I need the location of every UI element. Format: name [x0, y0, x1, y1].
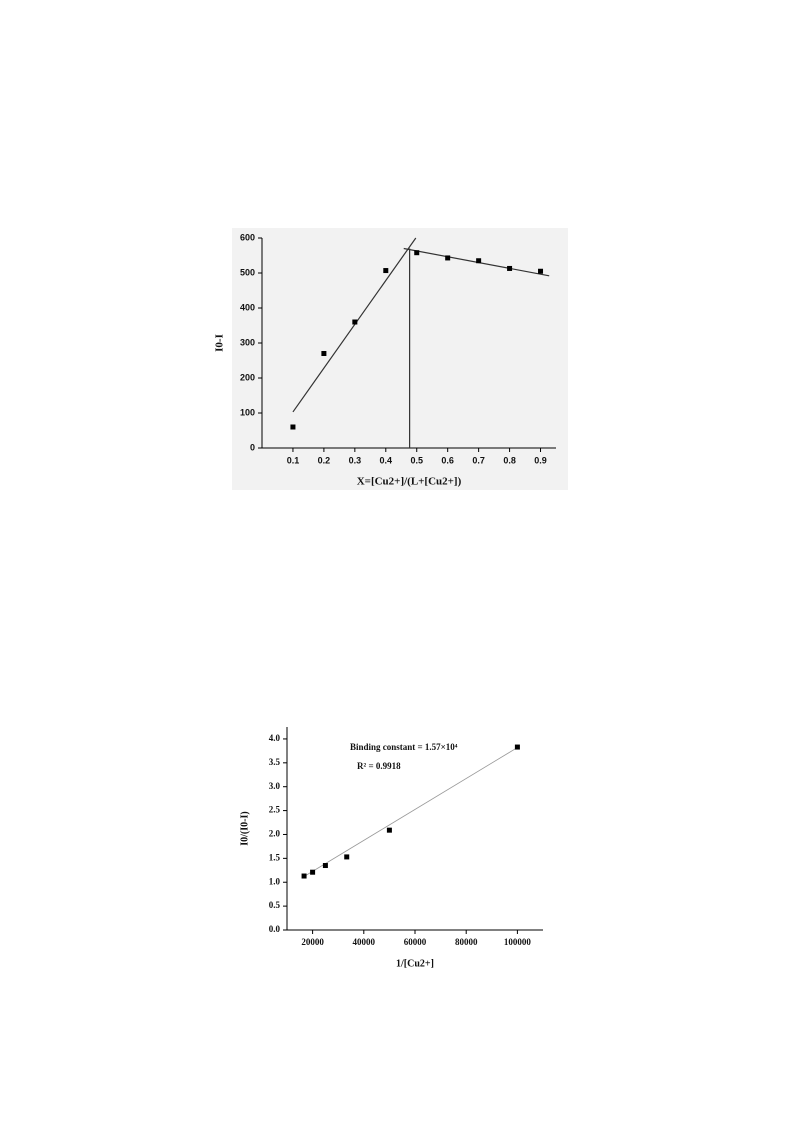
- x-tick-label: 80000: [455, 937, 478, 947]
- x-tick-label: 0.9: [534, 455, 547, 465]
- x-tick-label: 100000: [504, 937, 532, 947]
- y-tick-label: 0.5: [269, 900, 281, 910]
- y-tick-label: 2.5: [269, 805, 281, 815]
- y-tick-label: 500: [240, 267, 255, 277]
- binding-plot: 0.0 0.5 1.0 1.5 2.0 2.5 3.0 3.5 4.0 20000 40000 600…: [239, 727, 543, 969]
- y-tick-label: 1.0: [269, 876, 281, 886]
- annotation: Binding constant = 1.57×10⁴: [350, 742, 458, 752]
- x-tick-label: 0.7: [472, 455, 485, 465]
- y-tick-label: 2.0: [269, 829, 281, 839]
- point: [322, 863, 328, 869]
- y-tick-label: 4.0: [269, 733, 281, 743]
- y-tick-label: 1.5: [269, 852, 281, 862]
- y-tick-label: 400: [240, 302, 255, 312]
- point: [383, 268, 389, 274]
- x-tick-label: 0.6: [441, 455, 454, 465]
- y-axis-label: I0-I: [214, 334, 226, 352]
- y-tick-label: 3.0: [269, 781, 281, 791]
- x-tick-label: 0.2: [318, 455, 331, 465]
- chart-background: [232, 228, 568, 490]
- point: [476, 258, 482, 264]
- point: [344, 854, 350, 860]
- point: [445, 255, 451, 261]
- y-tick-label: 600: [240, 232, 255, 242]
- y-tick-label: 0.0: [269, 924, 281, 934]
- y-tick-label: 3.5: [269, 757, 281, 767]
- point: [301, 873, 307, 879]
- x-axis-label: 1/[Cu2+]: [396, 958, 434, 969]
- y-tick-label: 200: [240, 372, 255, 382]
- x-tick-label: 60000: [404, 937, 427, 947]
- point: [290, 424, 296, 430]
- y-axis-label: I0/(I0-I): [239, 811, 250, 845]
- y-tick-label: 300: [240, 337, 255, 347]
- point: [514, 744, 520, 750]
- point: [414, 250, 420, 256]
- point: [310, 869, 316, 875]
- point: [352, 319, 358, 325]
- point: [507, 265, 513, 271]
- x-tick-label: 0.3: [349, 455, 362, 465]
- x-axis-label: X=[Cu2+]/(L+[Cu2+]): [357, 476, 462, 488]
- x-tick-label: 0.8: [503, 455, 516, 465]
- fit-line: [303, 747, 518, 877]
- job-plot: 0 100 200 300 400 500 600 0.1 0.2 0.3 0.4 0.5 0.6 0.7…: [214, 232, 556, 488]
- x-tick-label: 20000: [301, 937, 324, 947]
- point: [321, 351, 327, 356]
- x-tick-label: 0.4: [380, 455, 393, 465]
- y-tick-label: 100: [240, 407, 255, 417]
- annotation: R² = 0.9918: [357, 761, 401, 771]
- fit-line: [292, 237, 417, 413]
- point: [386, 827, 392, 833]
- y-tick-label: 0: [250, 442, 255, 452]
- x-tick-label: 0.5: [410, 455, 423, 465]
- point: [538, 268, 544, 274]
- x-tick-label: 0.1: [287, 455, 300, 465]
- x-tick-label: 40000: [353, 937, 376, 947]
